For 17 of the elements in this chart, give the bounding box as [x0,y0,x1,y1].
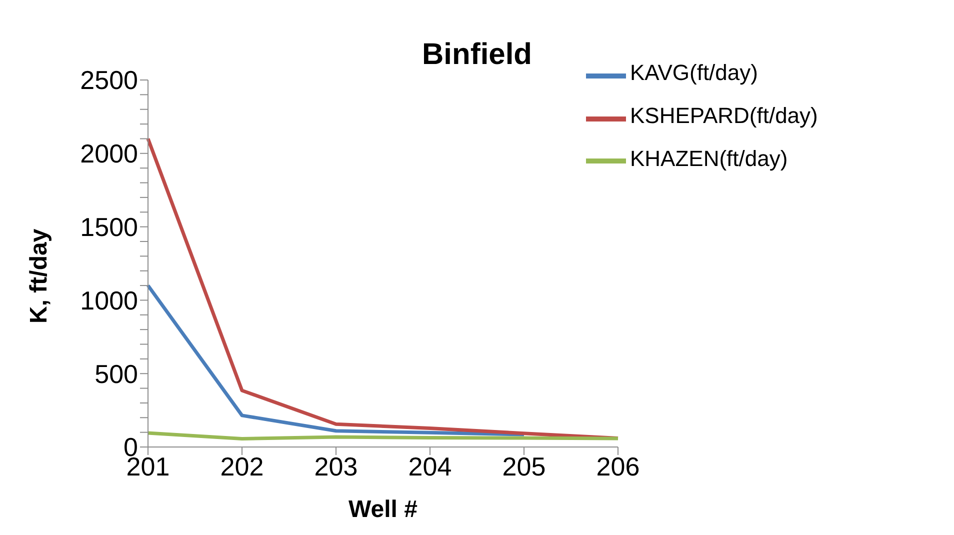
x-tick-label: 206 [596,451,640,482]
y-axis-title: K, ft/day [26,228,53,324]
x-tick-label: 204 [408,451,452,482]
y-tick-label: 2500 [80,65,138,96]
legend-label: KAVG(ft/day) [630,60,758,85]
x-tick-label: 202 [220,451,264,482]
y-tick-label: 500 [94,358,138,389]
y-tick-label: 2000 [80,138,138,169]
x-tick-label: 205 [502,451,546,482]
legend-label: KSHEPARD(ft/day) [630,102,818,128]
legend-label: KHAZEN(ft/day) [630,146,788,171]
chart-title: Binfield [422,38,532,71]
line-series [146,284,526,436]
x-axis-title: Well # [348,496,418,523]
y-tick-label: 1500 [80,212,138,242]
x-tick-label: 203 [314,451,358,482]
y-tick-label: 1000 [80,285,138,316]
